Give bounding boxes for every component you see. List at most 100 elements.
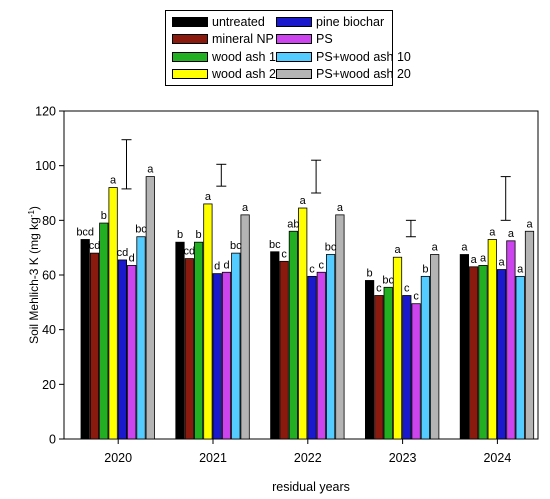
legend-label: PS <box>316 32 333 46</box>
significance-letter: a <box>526 218 533 230</box>
significance-letter: a <box>508 228 515 240</box>
significance-letter: d <box>129 252 135 264</box>
legend-swatch <box>172 16 208 27</box>
significance-letter: a <box>432 242 439 254</box>
bar <box>411 303 421 440</box>
bar <box>515 275 525 440</box>
y-tick-label: 60 <box>42 269 56 283</box>
significance-letter: a <box>461 242 468 254</box>
significance-letter: c <box>404 283 410 295</box>
significance-letter: bc <box>230 240 242 252</box>
significance-letter: b <box>196 229 202 241</box>
bar <box>80 239 90 440</box>
significance-letter: bcd <box>76 226 94 238</box>
bar <box>231 252 241 440</box>
legend-item: wood ash 20 <box>172 67 283 82</box>
bar <box>459 254 470 440</box>
bar <box>184 258 194 440</box>
legend-swatch <box>276 69 312 79</box>
legend-item: mineral NP <box>172 32 274 47</box>
bar <box>364 280 375 440</box>
significance-letter: b <box>422 263 428 275</box>
bar <box>212 273 222 440</box>
significance-letter: d <box>214 261 220 273</box>
significance-letter: c <box>413 291 419 303</box>
bar <box>374 295 384 440</box>
significance-letter: a <box>499 257 506 269</box>
legend-label: PS+wood ash 10 <box>316 49 411 64</box>
significance-letter: a <box>147 164 154 176</box>
bar <box>136 236 146 440</box>
x-axis-label: residual years <box>272 480 350 494</box>
legend-item: pine biochar <box>276 14 384 29</box>
legend-item: untreated <box>172 14 265 29</box>
bar <box>117 259 127 440</box>
legend-label: mineral NP <box>212 32 274 46</box>
significance-letter: bc <box>325 242 337 254</box>
legend-label: untreated <box>212 14 265 29</box>
significance-letter: d <box>223 259 229 271</box>
bar <box>108 187 118 440</box>
x-tick-label: 2022 <box>294 451 322 465</box>
bar <box>325 254 336 440</box>
significance-letter: a <box>300 195 307 207</box>
legend-item: wood ash 10 <box>172 49 283 64</box>
significance-letter: a <box>205 191 212 203</box>
bar <box>383 286 393 440</box>
y-tick-label: 40 <box>42 323 56 337</box>
legend-swatch <box>276 51 312 62</box>
legend-item: PS+wood ash 10 <box>276 49 411 64</box>
bar <box>487 239 497 440</box>
significance-letter: cd <box>89 240 101 252</box>
y-axis-label: Soil Mehlich-3 K (mg kg-1) <box>27 206 42 344</box>
legend-label: wood ash 20 <box>212 67 283 81</box>
significance-letter: a <box>517 263 524 275</box>
bar <box>316 271 326 440</box>
significance-letter: bc <box>135 224 147 236</box>
legend-label: pine biochar <box>316 14 385 29</box>
bar <box>127 265 137 440</box>
bar <box>298 207 308 440</box>
bar <box>392 256 403 440</box>
legend-item: PS <box>276 32 333 47</box>
bar <box>240 214 250 440</box>
bar <box>496 269 507 440</box>
significance-letter: a <box>337 202 344 214</box>
significance-letter: b <box>367 267 373 279</box>
significance-letter: ab <box>287 218 299 230</box>
legend-label: wood ash 10 <box>212 49 283 64</box>
bar <box>145 176 155 440</box>
y-tick-label: 100 <box>35 159 56 173</box>
y-tick-label: 20 <box>42 378 56 392</box>
bar <box>524 230 535 440</box>
x-tick-label: 2020 <box>104 451 132 465</box>
bar <box>420 275 431 440</box>
bar <box>478 265 488 440</box>
legend-swatch <box>172 34 208 44</box>
bar <box>99 222 109 440</box>
bar <box>221 271 232 440</box>
significance-letter: b <box>101 210 107 222</box>
y-tick-label: 0 <box>49 433 56 447</box>
significance-letter: cd <box>183 246 195 258</box>
bar <box>89 252 100 440</box>
significance-letter: a <box>394 244 401 256</box>
legend-swatch <box>172 69 208 79</box>
significance-letter: a <box>480 252 487 264</box>
x-tick-label: 2023 <box>389 451 417 465</box>
legend-swatch <box>172 51 208 62</box>
bar <box>335 214 345 440</box>
bar <box>270 251 280 440</box>
significance-letter: bc <box>382 274 394 286</box>
bar <box>402 295 412 440</box>
significance-letter: c <box>281 248 287 260</box>
legend-label: PS+wood ash 20 <box>316 67 411 81</box>
significance-letter: a <box>110 175 117 187</box>
bar <box>175 241 185 440</box>
significance-letter: c <box>309 263 315 275</box>
significance-letter: a <box>242 202 249 214</box>
significance-letter: a <box>471 254 478 266</box>
significance-letter: cd <box>117 247 129 259</box>
bar <box>307 275 317 440</box>
